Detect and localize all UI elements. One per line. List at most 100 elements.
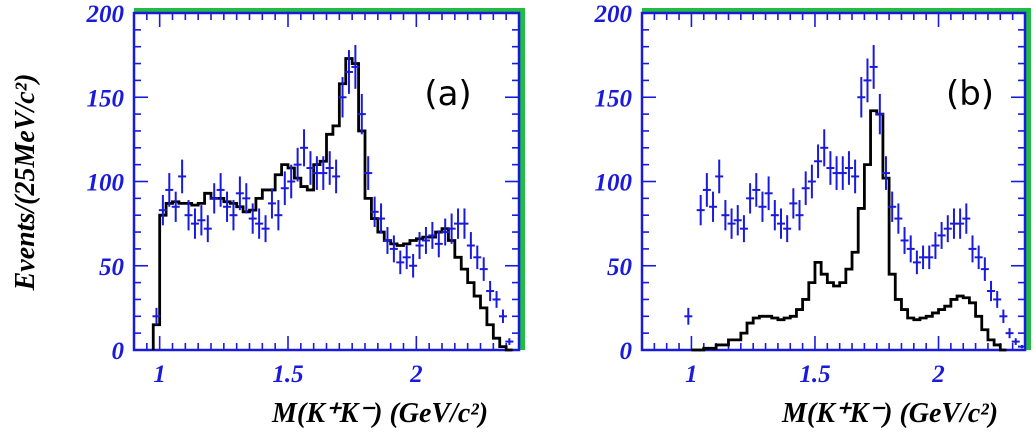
data-point — [473, 245, 482, 270]
data-point — [216, 173, 225, 207]
data-point — [999, 309, 1008, 324]
data-point — [370, 196, 379, 227]
data-point — [319, 156, 328, 190]
data-point — [248, 203, 257, 234]
data-point — [505, 338, 514, 345]
data-point — [752, 173, 761, 207]
data-point — [261, 215, 270, 243]
data-point — [746, 183, 755, 214]
data-point — [857, 77, 866, 118]
data-point — [906, 235, 915, 263]
data-point — [882, 156, 891, 190]
data-point — [377, 203, 386, 234]
data-point — [1005, 328, 1014, 339]
data-point — [184, 200, 193, 231]
data-point — [267, 188, 276, 219]
plot-frame — [640, 11, 1027, 352]
data-point — [974, 245, 983, 270]
data-point — [795, 200, 804, 231]
data-point — [171, 191, 180, 222]
data-point — [684, 307, 693, 325]
y-axis-label-group: Events/(25MeV/c²) — [10, 74, 41, 292]
data-point — [851, 159, 860, 194]
data-point — [814, 144, 823, 179]
y-axis-label: Events/(25MeV/c²) — [10, 74, 41, 292]
data-point — [943, 215, 952, 243]
data-point — [242, 183, 251, 214]
y-tick-label: 150 — [595, 85, 633, 112]
data-point — [1011, 338, 1020, 345]
data-point — [344, 50, 353, 94]
data-point — [1017, 344, 1026, 349]
data-point — [987, 280, 996, 302]
panel-a: 0 50 100 150 200 1 1.5 2 M(K⁺K⁻) (GeV/c²) (a) — [86, 1, 525, 429]
data-point — [158, 194, 167, 226]
data-point — [956, 208, 965, 239]
data-point — [770, 200, 779, 231]
x-tick-label: 1.5 — [799, 361, 830, 388]
panel-tag: (b) — [946, 74, 994, 114]
data-point — [696, 194, 705, 226]
x-tick-label: 2 — [931, 361, 945, 388]
data-point — [888, 191, 897, 222]
data-point — [789, 188, 798, 219]
data-point — [894, 203, 903, 234]
data-point — [190, 208, 199, 239]
data-point — [178, 159, 187, 194]
frame-top-accent — [134, 8, 519, 13]
data-point — [937, 221, 946, 249]
data-point — [402, 245, 411, 270]
x-axis-label: M(K⁺K⁻) (GeV/c²) — [271, 398, 488, 429]
data-point — [875, 93, 884, 135]
data-point — [280, 171, 289, 206]
data-point — [486, 280, 495, 302]
x-tick-label: 2 — [409, 361, 423, 388]
data-point — [197, 205, 206, 236]
y-tick-label: 150 — [87, 85, 125, 112]
x-tick-label: 1 — [153, 361, 166, 388]
x-tick-label: 1.5 — [272, 361, 303, 388]
data-point — [466, 232, 475, 260]
data-point — [776, 208, 785, 239]
frame-top-accent — [642, 8, 1025, 13]
y-tick-label: 100 — [87, 170, 125, 197]
data-point — [287, 164, 296, 199]
data-point — [758, 191, 767, 222]
data-point — [492, 291, 501, 308]
y-tick-label: 0 — [112, 338, 125, 365]
data-point — [709, 191, 718, 222]
data-point — [844, 151, 853, 185]
data-point — [306, 151, 315, 185]
data-point — [912, 250, 921, 275]
data-point — [962, 203, 971, 234]
panel-b: 0 50 100 150 200 1 1.5 2 M(K⁺K⁻) (GeV/c²) (b) — [594, 1, 1031, 429]
data-point — [235, 176, 244, 211]
data-point — [357, 93, 366, 135]
frame-right-accent — [1025, 8, 1031, 350]
data-point — [900, 226, 909, 254]
frame-right-accent — [519, 8, 525, 350]
data-point — [820, 129, 829, 167]
data-point — [801, 171, 810, 206]
data-point — [968, 235, 977, 263]
data-point — [338, 77, 347, 118]
data-point — [447, 213, 456, 244]
data-point — [715, 159, 724, 194]
data-point — [721, 200, 730, 231]
y-tick-label: 200 — [594, 1, 633, 28]
data-point — [733, 205, 742, 236]
data-point — [764, 176, 773, 211]
data-point — [925, 245, 934, 270]
y-tick-label: 50 — [607, 254, 633, 281]
data-point — [293, 147, 302, 182]
data-point — [980, 257, 989, 281]
data-point — [396, 250, 405, 275]
data-point — [739, 215, 748, 243]
data-point — [332, 159, 341, 194]
data-point — [421, 226, 430, 254]
data-point — [807, 164, 816, 199]
data-point — [460, 208, 469, 239]
data-point — [351, 45, 360, 89]
data-point — [479, 257, 488, 281]
data-point — [165, 173, 174, 207]
